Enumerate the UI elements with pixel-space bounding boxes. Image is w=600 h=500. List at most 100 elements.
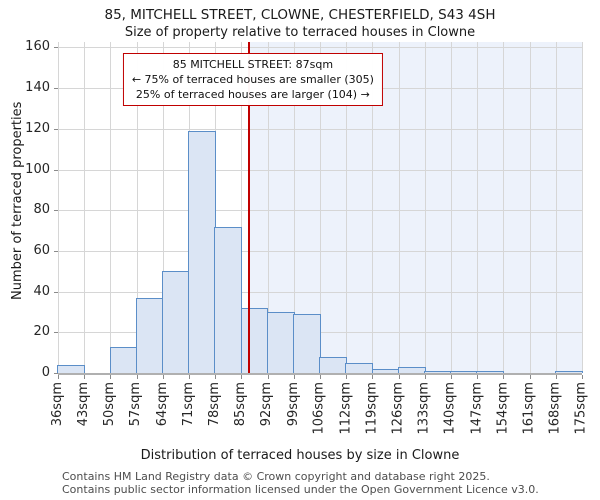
x-tick-mark	[582, 375, 583, 379]
annotation-larger-line: 25% of terraced houses are larger (104) …	[135, 88, 370, 101]
histogram-bar	[266, 311, 295, 373]
marker-annotation-box: 85 MITCHELL STREET: 87sqm ← 75% of terra…	[122, 53, 383, 106]
x-tick-label: 43sqm	[76, 382, 92, 427]
x-gridline	[293, 42, 295, 373]
x-gridline	[84, 42, 86, 373]
annotation-smaller-line: ← 75% of terraced houses are smaller (30…	[131, 73, 374, 86]
x-gridline	[582, 42, 583, 373]
x-gridline	[241, 42, 243, 373]
x-gridline	[555, 42, 557, 373]
x-tick-label: 36sqm	[50, 382, 65, 427]
x-tick-label: 112sqm	[338, 382, 354, 435]
x-gridline	[451, 42, 452, 373]
x-axis-title: Distribution of terraced houses by size …	[140, 448, 460, 463]
x-tick-mark	[215, 375, 217, 379]
x-gridline	[477, 42, 479, 373]
histogram-bar	[555, 370, 583, 373]
x-tick-label: 57sqm	[128, 382, 144, 427]
chart-subtitle: Size of property relative to terraced ho…	[124, 25, 476, 40]
x-tick-mark	[293, 375, 295, 379]
x-tick-mark	[503, 375, 505, 379]
y-tick-label: 140	[25, 80, 50, 96]
histogram-bar	[476, 370, 505, 373]
y-tick-mark	[54, 250, 58, 252]
x-tick-mark	[555, 375, 557, 379]
y-tick-mark	[54, 169, 58, 171]
y-tick-label: 120	[25, 120, 50, 136]
y-tick-label: 20	[33, 324, 50, 340]
histogram-bar	[135, 297, 164, 373]
x-axis-line	[58, 373, 582, 375]
x-gridline	[424, 42, 426, 373]
x-tick-label: 161sqm	[521, 382, 537, 435]
x-tick-mark	[424, 375, 426, 379]
x-tick-label: 147sqm	[469, 382, 485, 435]
y-tick-mark	[54, 47, 58, 49]
x-tick-mark	[189, 375, 190, 379]
x-tick-mark	[398, 375, 400, 379]
x-tick-label: 168sqm	[547, 382, 563, 435]
x-tick-label: 99sqm	[285, 382, 301, 427]
x-tick-mark	[162, 375, 164, 379]
y-tick-label: 160	[25, 39, 50, 55]
y-tick-mark	[54, 291, 58, 293]
chart-title: 85, MITCHELL STREET, CLOWNE, CHESTERFIEL…	[104, 7, 496, 23]
histogram-bar	[345, 362, 374, 373]
x-tick-label: 140sqm	[443, 382, 458, 435]
x-tick-mark	[58, 375, 59, 379]
y-axis-title: Number of terraced properties	[10, 101, 25, 300]
x-tick-mark	[267, 375, 269, 379]
x-tick-label: 50sqm	[102, 382, 118, 427]
y-tick-label: 80	[33, 202, 50, 218]
x-gridline	[320, 42, 321, 373]
histogram-bar	[57, 364, 85, 373]
x-gridline	[267, 42, 269, 373]
x-tick-label: 175sqm	[574, 382, 589, 435]
x-tick-mark	[110, 375, 112, 379]
x-tick-mark	[320, 375, 321, 379]
histogram-bar	[214, 226, 243, 373]
x-tick-label: 133sqm	[416, 382, 432, 435]
y-tick-mark	[54, 373, 58, 374]
histogram-bar	[109, 346, 138, 373]
y-tick-label: 100	[25, 161, 50, 177]
x-tick-label: 154sqm	[495, 382, 511, 435]
y-tick-label: 40	[33, 283, 50, 299]
footer-attribution-line2: Contains public sector information licen…	[62, 482, 539, 496]
x-gridline	[346, 42, 348, 373]
y-tick-mark	[54, 128, 58, 130]
x-tick-label: 106sqm	[312, 382, 327, 435]
x-tick-label: 92sqm	[259, 382, 275, 427]
footer-attribution-line1: Contains HM Land Registry data © Crown c…	[62, 470, 490, 483]
x-gridline	[162, 42, 164, 373]
x-tick-label: 119sqm	[364, 382, 380, 435]
histogram-bar	[162, 271, 190, 373]
x-tick-label: 78sqm	[207, 382, 223, 427]
y-tick-mark	[54, 210, 58, 212]
histogram-bar	[397, 366, 426, 373]
histogram-bar	[240, 307, 269, 373]
y-tick-label: 0	[41, 365, 50, 380]
y-tick-label: 60	[33, 242, 50, 258]
annotation-property-line: 85 MITCHELL STREET: 87sqm	[172, 58, 334, 71]
x-tick-mark	[529, 375, 531, 379]
x-tick-mark	[372, 375, 374, 379]
x-gridline	[372, 42, 374, 373]
x-gridline	[136, 42, 138, 373]
histogram-bar	[188, 130, 216, 373]
x-gridline	[529, 42, 531, 373]
x-gridline	[58, 42, 59, 373]
x-gridline	[503, 42, 505, 373]
x-gridline	[110, 42, 112, 373]
histogram-bar	[319, 356, 347, 373]
x-tick-mark	[451, 375, 452, 379]
x-tick-mark	[241, 375, 243, 379]
x-tick-label: 126sqm	[390, 382, 406, 435]
x-tick-label: 85sqm	[233, 382, 249, 427]
y-tick-mark	[54, 88, 58, 90]
x-tick-mark	[136, 375, 138, 379]
histogram-bar	[293, 314, 321, 373]
x-tick-mark	[346, 375, 348, 379]
x-tick-mark	[477, 375, 479, 379]
